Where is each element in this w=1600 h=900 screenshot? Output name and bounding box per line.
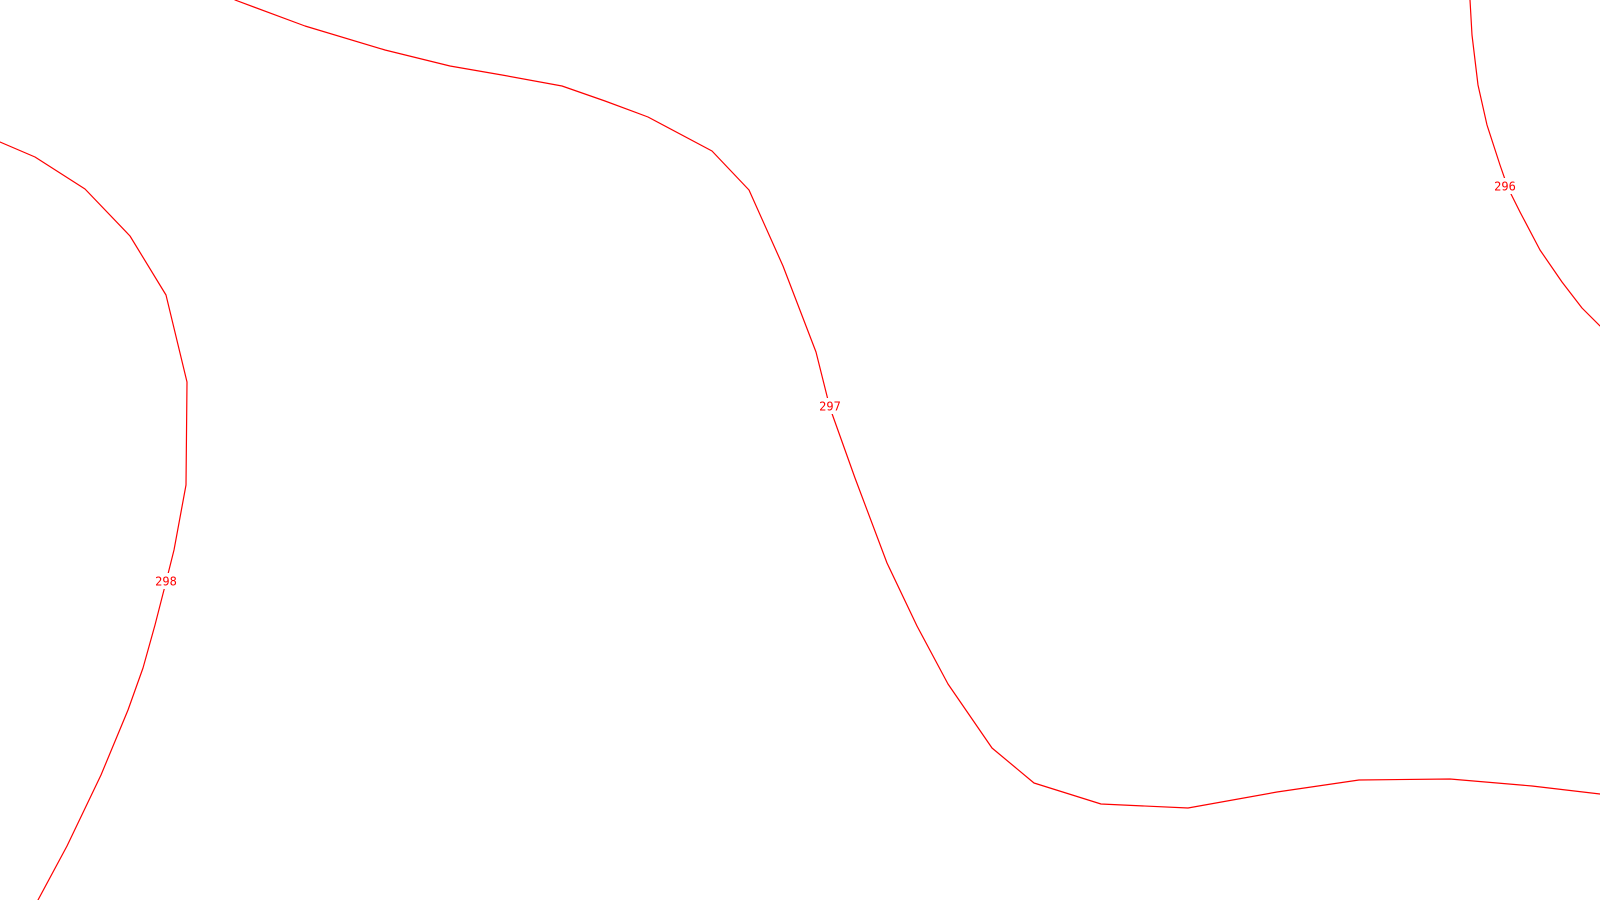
contour-296: 296: [1469, 0, 1600, 327]
contour-label-bg-297: [815, 398, 845, 414]
contour-298: 298: [0, 141, 188, 900]
contour-line-298: [0, 141, 188, 900]
contour-line-296: [1469, 0, 1600, 327]
contour-297: 297: [234, 0, 1600, 809]
contour-label-bg-296: [1490, 178, 1520, 194]
contour-label-298: 298: [155, 575, 177, 589]
contour-label-297: 297: [819, 400, 841, 414]
contour-label-bg-298: [151, 573, 181, 589]
contour-label-296: 296: [1494, 180, 1516, 194]
contour-line-297: [234, 0, 1600, 809]
